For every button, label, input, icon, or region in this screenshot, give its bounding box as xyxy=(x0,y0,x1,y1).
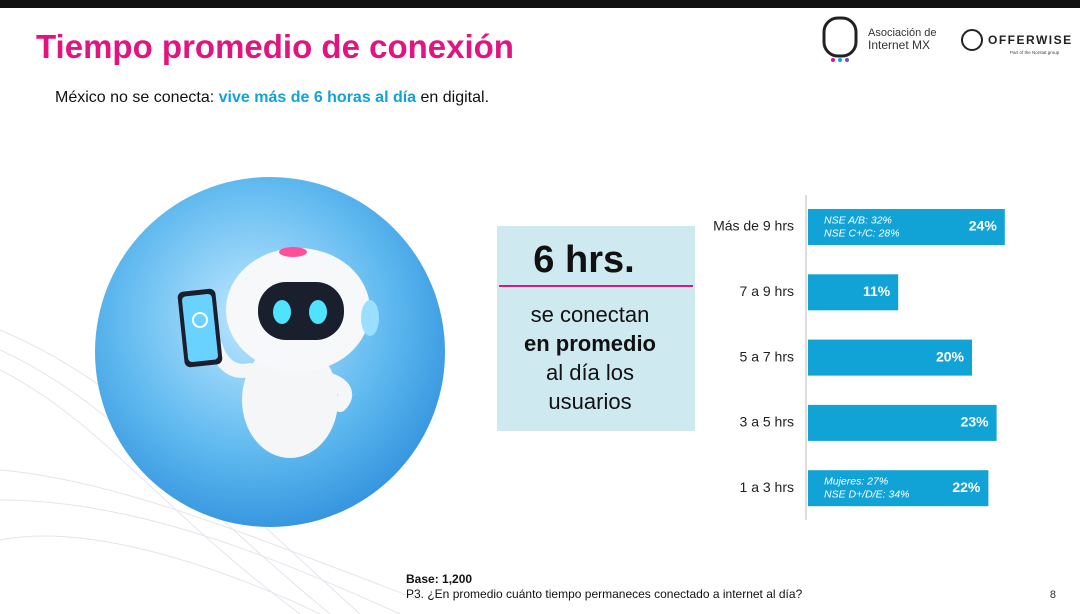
bar-annotation: Mujeres: 27% xyxy=(824,475,888,487)
bar-annotation: NSE A/B: 32% xyxy=(824,214,892,226)
value-label: 22% xyxy=(952,479,981,495)
subtitle-tail: en digital. xyxy=(416,89,489,106)
footer-question: P3. ¿En promedio cuánto tiempo permanece… xyxy=(406,587,803,601)
category-label: 5 a 7 hrs xyxy=(740,348,794,364)
top-bar xyxy=(0,0,1080,8)
value-label: 23% xyxy=(961,414,990,430)
bar xyxy=(808,339,972,376)
bar xyxy=(808,274,899,311)
bar-chart: Más de 9 hrs 24% NSE A/B: 32%NSE C+/C: 28%… xyxy=(713,209,1005,507)
logo-amipci: Asociación de Internet MX xyxy=(822,16,937,62)
category-label: 1 a 3 hrs xyxy=(740,479,794,495)
bar xyxy=(808,404,997,441)
title: Tiempo promedio de conexión xyxy=(36,28,514,65)
logo-text: Asociación de xyxy=(868,27,937,39)
callout-line: en promedio xyxy=(524,331,656,356)
logo-text: Internet MX xyxy=(868,38,930,52)
value-label: 11% xyxy=(863,283,891,299)
logo-text: OFFERWISE xyxy=(988,33,1073,47)
value-label: 24% xyxy=(969,218,998,234)
callout: 6 hrs. se conectan en promedio al día lo… xyxy=(497,226,695,431)
value-label: 20% xyxy=(936,348,965,364)
category-label: Más de 9 hrs xyxy=(713,218,794,234)
bar xyxy=(808,470,989,507)
callout-line: usuarios xyxy=(548,389,631,414)
bar-annotation: NSE C+/C: 28% xyxy=(824,227,900,239)
logo-offerwise: OFFERWISE Part of the Norstat group xyxy=(961,29,1073,55)
category-label: 3 a 5 hrs xyxy=(740,414,794,430)
bar-annotation: NSE D+/D/E: 34% xyxy=(824,488,910,500)
logo-tagline: Part of the Norstat group xyxy=(1010,50,1060,55)
robot-illustration xyxy=(95,177,445,527)
callout-headline: 6 hrs. xyxy=(533,239,634,281)
callout-box xyxy=(497,226,695,431)
subtitle-highlight: vive más de 6 horas al día xyxy=(219,89,417,106)
page-number: 8 xyxy=(1050,589,1056,601)
callout-line: se conectan xyxy=(531,302,650,327)
decor-waves xyxy=(0,329,421,614)
footer-base: Base: 1,200 xyxy=(406,572,472,586)
subtitle: México no se conecta: vive más de 6 hora… xyxy=(55,89,489,106)
bar xyxy=(808,209,1005,245)
subtitle-lead: México no se conecta: xyxy=(55,89,219,106)
callout-line: al día los xyxy=(546,360,634,385)
category-label: 7 a 9 hrs xyxy=(740,283,794,299)
